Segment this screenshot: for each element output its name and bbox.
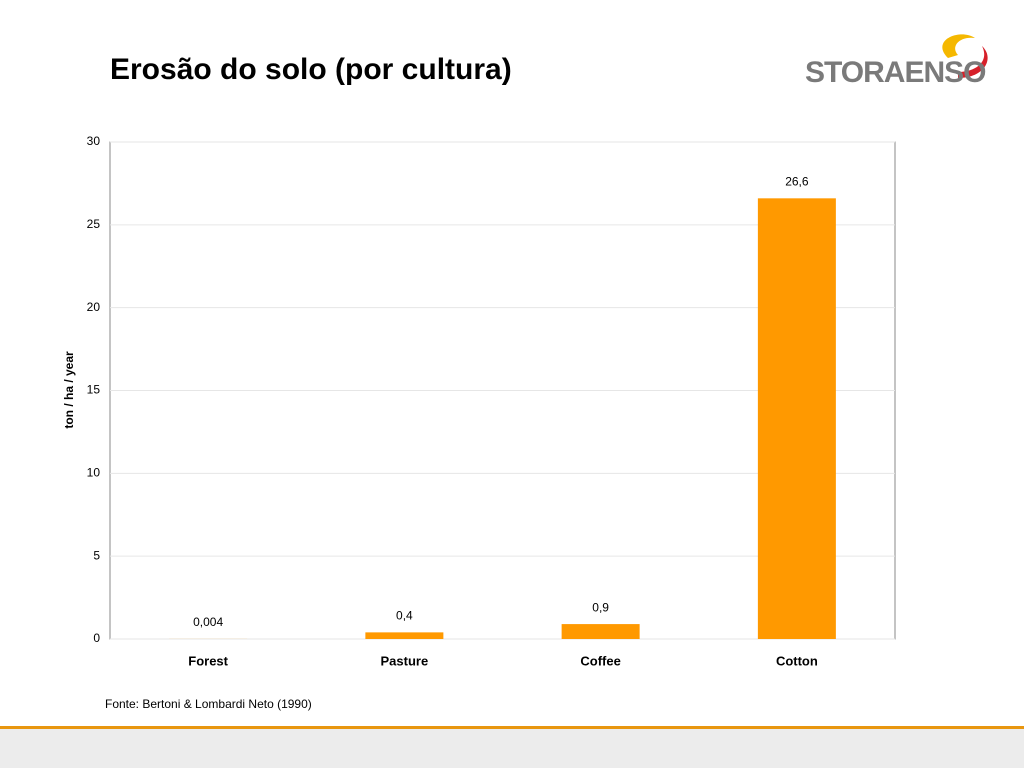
y-tick-label: 30 — [87, 134, 101, 148]
footer-line — [0, 726, 1024, 729]
value-label: 26,6 — [785, 174, 809, 188]
y-axis-label: ton / ha / year — [62, 351, 76, 429]
logo-swirl-red — [958, 46, 988, 78]
x-tick-label: Coffee — [580, 653, 620, 668]
logo-text: STORAENSO — [805, 56, 986, 89]
bar — [561, 624, 640, 639]
value-label: 0,004 — [193, 615, 223, 629]
y-tick-label: 10 — [87, 466, 101, 480]
x-tick-label: Cotton — [776, 653, 818, 668]
x-tick-label: Forest — [188, 653, 228, 668]
footer-band — [0, 729, 1024, 768]
logo: STORAENSO — [805, 34, 988, 89]
y-tick-label: 25 — [87, 217, 101, 231]
y-tick-label: 5 — [93, 548, 100, 562]
y-tick-label: 20 — [87, 300, 101, 314]
slide-title: Erosão do solo (por cultura) — [110, 53, 512, 86]
value-label: 0,9 — [592, 600, 609, 614]
logo-swirl-yellow — [942, 34, 975, 58]
source-note: Fonte: Bertoni & Lombardi Neto (1990) — [105, 697, 312, 711]
y-tick-label: 0 — [93, 631, 100, 645]
y-tick-label: 15 — [87, 383, 101, 397]
value-label: 0,4 — [396, 609, 413, 623]
bar — [365, 632, 444, 639]
bar — [757, 198, 836, 639]
x-tick-label: Pasture — [381, 653, 429, 668]
